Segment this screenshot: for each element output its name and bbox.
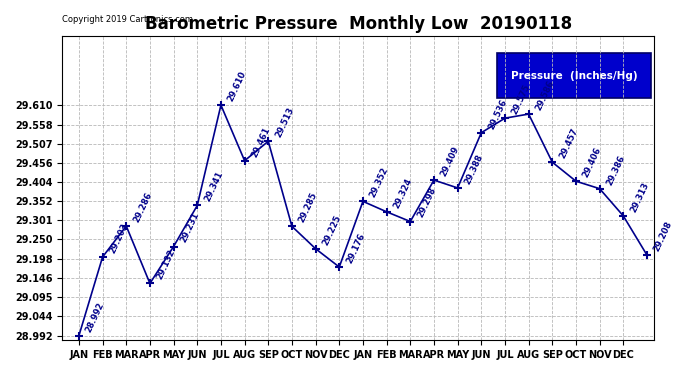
Text: 29.536: 29.536 (487, 98, 509, 130)
Text: 29.513: 29.513 (274, 106, 295, 139)
Text: 28.992: 28.992 (84, 300, 106, 333)
Text: 29.457: 29.457 (558, 127, 580, 160)
Text: Copyright 2019 Cartronics.com: Copyright 2019 Cartronics.com (62, 15, 193, 24)
Text: 29.406: 29.406 (582, 146, 603, 179)
Text: 29.352: 29.352 (368, 166, 391, 199)
Text: 29.225: 29.225 (321, 213, 343, 247)
Text: 29.231: 29.231 (179, 211, 201, 244)
Text: 29.285: 29.285 (297, 191, 319, 224)
Title: Barometric Pressure  Monthly Low  20190118: Barometric Pressure Monthly Low 20190118 (145, 15, 572, 33)
Text: 29.286: 29.286 (132, 190, 154, 224)
Text: 29.610: 29.610 (226, 70, 248, 103)
Text: 29.388: 29.388 (463, 153, 485, 186)
Text: 29.176: 29.176 (345, 232, 366, 265)
Text: 29.324: 29.324 (392, 177, 414, 210)
FancyBboxPatch shape (497, 53, 651, 98)
Text: 29.461: 29.461 (250, 125, 272, 159)
Text: 29.575: 29.575 (511, 83, 533, 116)
Text: 29.341: 29.341 (203, 170, 225, 203)
Text: 29.586: 29.586 (534, 79, 556, 112)
Text: 29.208: 29.208 (653, 220, 674, 253)
Text: 29.409: 29.409 (440, 145, 462, 178)
Text: Pressure  (Inches/Hg): Pressure (Inches/Hg) (511, 70, 638, 81)
Text: 29.386: 29.386 (605, 153, 627, 186)
Text: 29.313: 29.313 (629, 181, 651, 214)
Text: 29.298: 29.298 (416, 186, 437, 219)
Text: 29.203: 29.203 (108, 222, 130, 255)
Text: 29.132: 29.132 (155, 248, 177, 281)
